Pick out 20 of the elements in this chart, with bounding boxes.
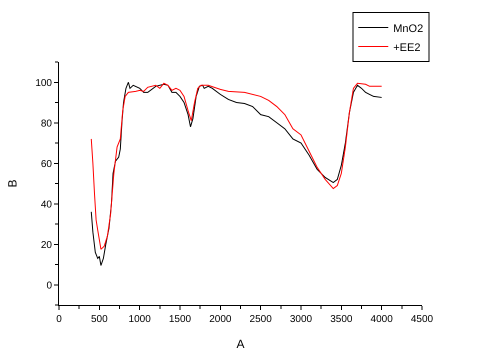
y-tick-label: 60 (40, 158, 52, 170)
legend-label: MnO2 (393, 22, 424, 35)
x-tick-label: 3000 (290, 314, 313, 325)
x-axis-title: A (236, 336, 245, 351)
x-tick-label: 500 (90, 314, 108, 325)
x-tick-label: 4500 (410, 314, 434, 325)
x-tick-label: 0 (56, 314, 62, 325)
x-tick-label: 4000 (370, 314, 394, 325)
x-tick-label: 1000 (128, 314, 152, 325)
x-tick-label: 2000 (209, 314, 232, 325)
x-tick-label: 1500 (168, 314, 192, 325)
y-tick-label: 20 (40, 240, 52, 251)
legend-label: +EE2 (393, 42, 420, 54)
y-tick-label: 100 (35, 78, 52, 89)
y-tick-label: 40 (40, 199, 52, 210)
x-tick-label: 3500 (330, 314, 353, 325)
x-tick-label: 2500 (250, 314, 272, 325)
y-tick-label: 80 (40, 118, 52, 130)
y-tick-label: 0 (46, 280, 52, 292)
y-axis-title: B (6, 179, 20, 188)
